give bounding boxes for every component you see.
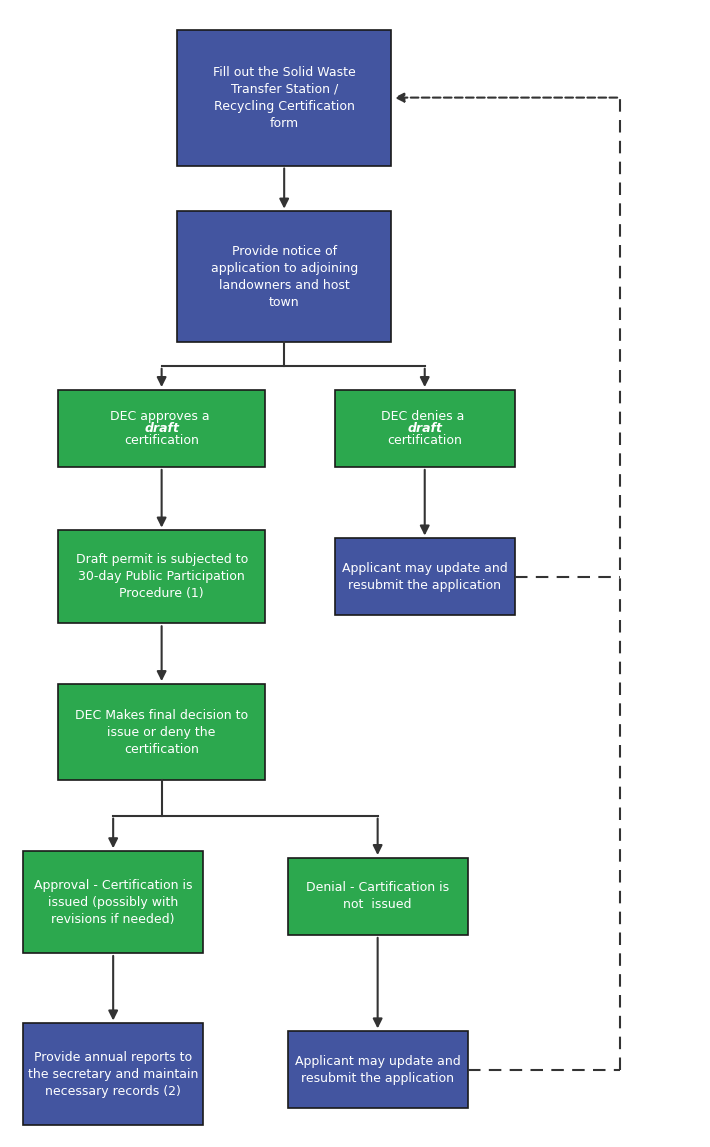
Text: Provide notice of
application to adjoining
landowners and host
town: Provide notice of application to adjoini… (211, 244, 358, 309)
FancyBboxPatch shape (334, 390, 515, 467)
FancyBboxPatch shape (288, 1031, 468, 1108)
FancyBboxPatch shape (177, 30, 391, 165)
Text: Draft permit is subjected to
30-day Public Participation
Procedure (1): Draft permit is subjected to 30-day Publ… (75, 553, 248, 600)
FancyBboxPatch shape (177, 211, 391, 342)
Text: DEC Makes final decision to
issue or deny the
certification: DEC Makes final decision to issue or den… (75, 709, 248, 756)
FancyBboxPatch shape (58, 684, 266, 780)
Text: certification: certification (124, 434, 199, 447)
Text: Denial - Cartification is
not  issued: Denial - Cartification is not issued (306, 881, 449, 912)
FancyBboxPatch shape (288, 858, 468, 935)
Text: DEC denies a: DEC denies a (381, 409, 469, 423)
Text: draft: draft (408, 422, 442, 435)
FancyBboxPatch shape (23, 851, 203, 953)
Text: Applicant may update and
resubmit the application: Applicant may update and resubmit the ap… (342, 562, 508, 592)
Text: Fill out the Solid Waste
Transfer Station /
Recycling Certification
form: Fill out the Solid Waste Transfer Statio… (213, 65, 356, 130)
Text: certification: certification (387, 434, 462, 447)
Text: Approval - Certification is
issued (possibly with
revisions if needed): Approval - Certification is issued (poss… (34, 879, 192, 926)
Text: Applicant may update and
resubmit the application: Applicant may update and resubmit the ap… (295, 1055, 461, 1085)
FancyBboxPatch shape (58, 390, 266, 467)
FancyBboxPatch shape (58, 530, 266, 623)
FancyBboxPatch shape (334, 538, 515, 616)
FancyBboxPatch shape (23, 1023, 203, 1125)
Text: draft: draft (144, 422, 179, 435)
Text: DEC approves a: DEC approves a (110, 409, 214, 423)
Text: Provide annual reports to
the secretary and maintain
necessary records (2): Provide annual reports to the secretary … (28, 1051, 198, 1098)
